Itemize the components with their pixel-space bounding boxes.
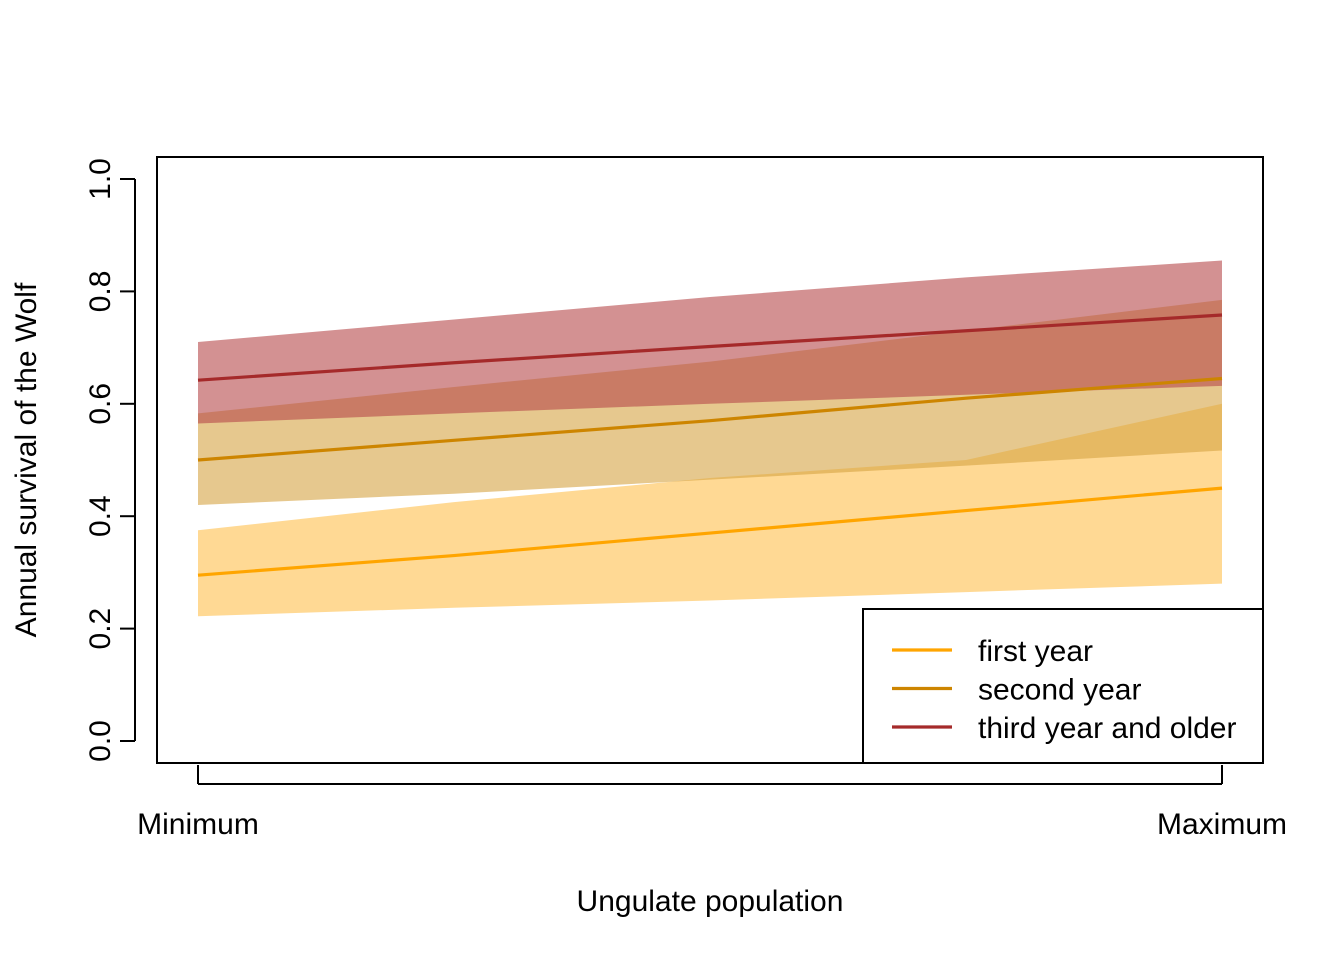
confidence-bands bbox=[198, 260, 1222, 617]
x-axis-title: Ungulate population bbox=[577, 885, 844, 918]
y-tick-label: 0.8 bbox=[84, 271, 117, 313]
band-first-year bbox=[198, 403, 1222, 617]
y-tick-label: 0.6 bbox=[84, 383, 117, 425]
y-axis-title: Annual survival of the Wolf bbox=[10, 282, 43, 637]
y-tick-label: 0.2 bbox=[84, 608, 117, 650]
line-first-year bbox=[197, 486, 1223, 577]
legend-label-second-year: second year bbox=[978, 674, 1141, 707]
y-tick-label: 0.0 bbox=[84, 720, 117, 762]
plot-frame bbox=[156, 156, 1264, 764]
x-axis: Minimum Maximum bbox=[137, 765, 1287, 841]
series-lines bbox=[197, 313, 1223, 577]
y-tick-label: 1.0 bbox=[84, 158, 117, 200]
x-tick-label: Minimum bbox=[137, 808, 259, 841]
legend-label-first-year: first year bbox=[978, 635, 1093, 668]
x-tick-label: Maximum bbox=[1157, 808, 1287, 841]
legend: first year second year third year and olde… bbox=[862, 608, 1264, 764]
y-tick-label: 0.4 bbox=[84, 495, 117, 537]
band-third-year-and-older bbox=[198, 260, 1222, 424]
y-axis: 0.0 0.2 0.4 0.6 0.8 1.0 bbox=[84, 158, 136, 762]
line-second-year bbox=[197, 376, 1223, 462]
legend-box bbox=[862, 608, 1264, 764]
legend-label-third-year-and-older: third year and older bbox=[978, 712, 1237, 745]
line-third-year-and-older bbox=[197, 313, 1223, 382]
